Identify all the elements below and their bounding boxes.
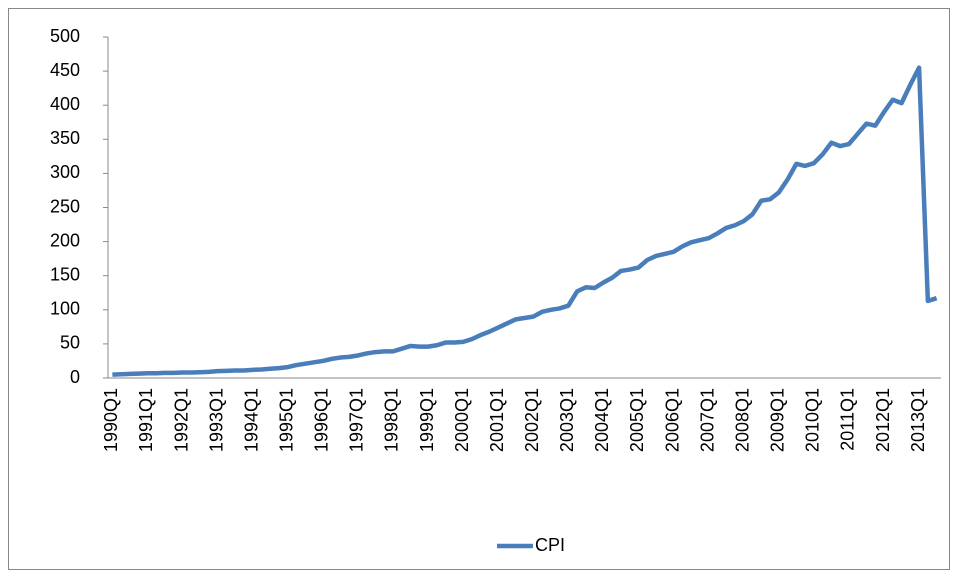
x-tick-label: 2004Q1 — [592, 388, 612, 452]
y-tick-label: 100 — [50, 299, 80, 319]
legend-label: CPI — [535, 535, 565, 555]
x-tick-label: 1993Q1 — [206, 388, 226, 452]
x-tick-label: 2003Q1 — [557, 388, 577, 452]
x-tick-label: 2007Q1 — [697, 388, 717, 452]
x-tick-label: 2005Q1 — [627, 388, 647, 452]
chart-border — [8, 8, 950, 570]
y-tick-label: 200 — [50, 230, 80, 250]
y-tick-label: 300 — [50, 162, 80, 182]
x-tick-label: 1994Q1 — [241, 388, 261, 452]
y-tick-label: 0 — [70, 367, 80, 387]
line-series — [112, 65, 938, 377]
x-tick-label: 2006Q1 — [662, 388, 682, 452]
x-tick-label: 1997Q1 — [347, 388, 367, 452]
x-tick-label: 2008Q1 — [732, 388, 752, 452]
x-tick-label: 2012Q1 — [873, 388, 893, 452]
x-tick-label: 2010Q1 — [803, 388, 823, 452]
x-tick-label: 1991Q1 — [136, 388, 156, 452]
x-tick-label: 2001Q1 — [487, 388, 507, 452]
x-tick-label: 1998Q1 — [382, 388, 402, 452]
x-tick-label: 1990Q1 — [101, 388, 121, 452]
y-tick-label: 350 — [50, 128, 80, 148]
y-tick-label: 150 — [50, 264, 80, 284]
x-tick-label: 1996Q1 — [312, 388, 332, 452]
y-tick-label: 50 — [60, 333, 80, 353]
y-tick-label: 450 — [50, 60, 80, 80]
x-tick-label: 1995Q1 — [277, 388, 297, 452]
x-tick-label: 2011Q1 — [838, 388, 858, 451]
x-tick-label: 2002Q1 — [522, 388, 542, 452]
x-tick-label: 1992Q1 — [171, 388, 191, 452]
y-tick-label: 500 — [50, 26, 80, 46]
y-tick-label: 250 — [50, 196, 80, 216]
x-tick-label: 2000Q1 — [452, 388, 472, 452]
y-tick-label: 400 — [50, 94, 80, 114]
x-tick-label: 2013Q1 — [908, 388, 928, 452]
x-tick-label: 1999Q1 — [417, 388, 437, 452]
x-tick-label: 2009Q1 — [768, 388, 788, 452]
